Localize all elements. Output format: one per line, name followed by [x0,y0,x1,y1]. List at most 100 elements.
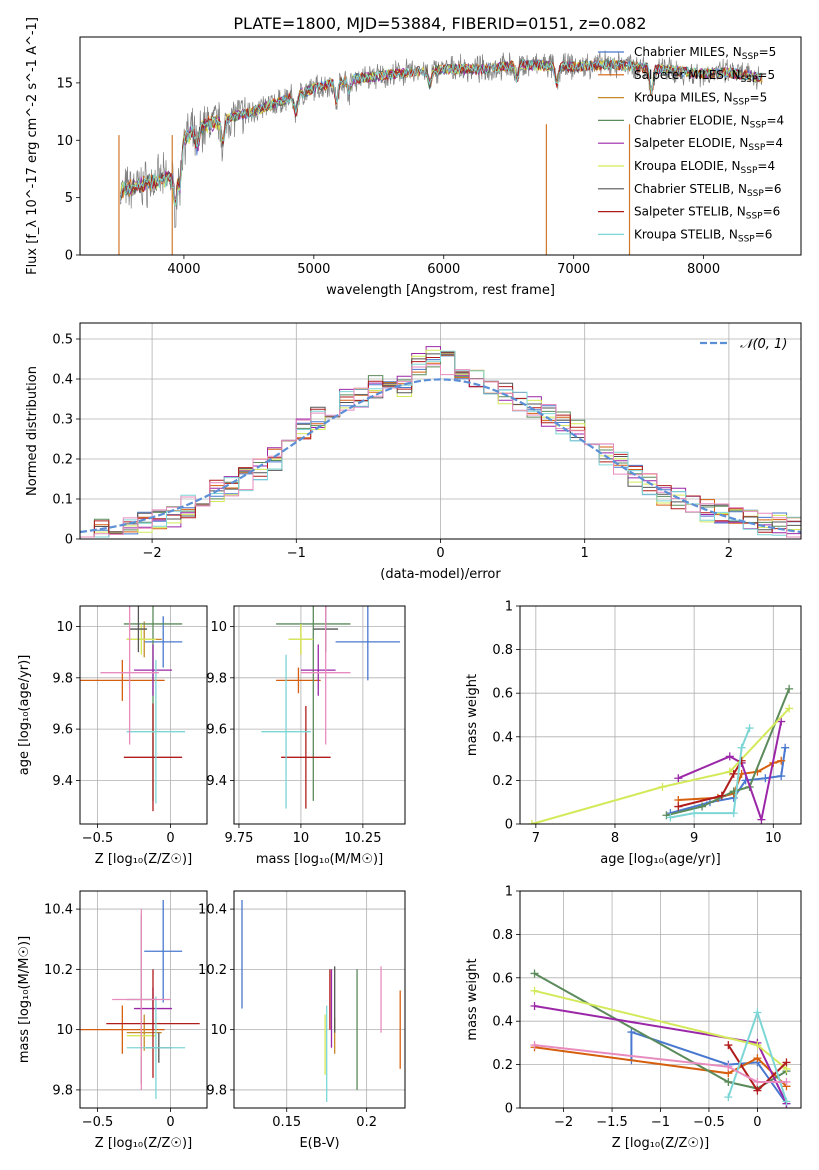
weight-point-marker [530,1041,539,1050]
legend-label-sub: SSP [746,212,763,222]
legend-label-main: Kroupa ELODIE, N [634,159,741,173]
legend-label-suffix: =6 [764,182,782,196]
age-vs-mass-axes: 9.75 10 10.25 9.4 9.6 9.8 10 mass [log₁₀(M/M☉)] [206,605,406,867]
weight-point-marker [724,1062,733,1071]
legend-label: Kroupa MILES, NSSP=5 [634,91,767,108]
x-axis-label: age [log₁₀(age/yr)] [600,852,721,867]
y-tick-label: 5 [65,191,73,206]
weight-point-marker [785,684,794,693]
legend-label-sub: SSP [747,189,764,199]
weight-point-marker [627,1028,636,1037]
legend-label: Salpeter MILES, NSSP=5 [634,68,775,85]
legend-label: Salpeter ELODIE, NSSP=4 [634,136,783,153]
y-tick-label: 0.6 [492,687,513,702]
y-tick-label: 0 [505,818,513,833]
x-axis-label: Z [log₁₀(Z/Z☉)] [95,852,192,867]
x-tick-label: −1 [287,546,306,561]
y-tick-label: 0.2 [52,453,73,468]
x-axis-label: wavelength [Angstrom, rest frame] [326,283,555,298]
x-tick-label: 9 [690,831,698,846]
weight-point-marker [753,1086,762,1095]
x-tick-label: 9.75 [224,831,253,846]
x-tick-label: 6000 [427,262,460,277]
y-tick-label: 0.4 [52,373,73,388]
weight-point-marker [745,724,754,733]
plot-frame [79,322,802,540]
y-tick-label: 10 [210,620,227,635]
x-axis-label: Z [log₁₀(Z/Z☉)] [95,1136,192,1151]
weight-point-marker [737,756,746,765]
weight-point-marker [777,756,786,765]
weight-series-line [531,707,790,824]
legend-label: Chabrier ELODIE, NSSP=4 [634,113,784,130]
legend-label-suffix: =5 [757,68,775,82]
x-tick-label: −1 [651,1115,670,1130]
weight-point-marker [782,1058,791,1067]
y-tick-label: 0 [65,533,73,548]
legend-label-sub: SSP [733,98,750,108]
weight-point-marker [777,717,786,726]
x-tick-label: 10 [765,831,782,846]
y-tick-label: 15 [56,76,73,91]
x-axis-label: (data-model)/error [380,567,501,582]
x-tick-label: −2 [554,1115,573,1130]
legend-label-main: Kroupa MILES, N [634,91,733,105]
x-axis-label: mass [log₁₀(M/M☉)] [256,852,383,867]
weight-point-marker [530,969,539,978]
age-vs-Z-axes: −0.5 0 9.4 9.6 9.8 10 Z [log₁₀(Z/Z☉)] age [log₁… [17,605,208,867]
x-tick-label: 10 [293,831,310,846]
y-tick-label: 9.8 [206,671,227,686]
y-tick-label: 0.1 [52,493,73,508]
y-axis-label: mass [log₁₀(M/M☉)] [17,936,32,1063]
legend-label: Salpeter STELIB, NSSP=6 [634,205,780,222]
legend-label-suffix: =4 [757,159,775,173]
weight-point-marker [698,802,707,811]
legend-label-main: Chabrier STELIB, N [634,182,747,196]
x-axis-label: Z [log₁₀(Z/Z☉)] [612,1136,709,1151]
x-tick-label: −0.5 [82,831,114,846]
x-tick-label: 0.15 [272,1115,301,1130]
y-tick-label: 10.4 [198,903,227,918]
y-tick-label: 9.4 [206,774,227,789]
legend-label-sub: SSP [748,143,765,153]
weight-point-marker [724,1093,733,1102]
weight-point-marker [717,791,726,800]
weight-series-line [534,972,788,1090]
legend-label: Kroupa ELODIE, NSSP=4 [634,159,775,176]
normal-curve-line [80,378,801,534]
y-axis-label: age [log₁₀(age/yr)] [17,655,32,776]
weight-point-marker [753,1077,762,1086]
y-tick-label: 10 [56,134,73,149]
y-tick-label: 0.3 [52,413,73,428]
weight-series-line [678,760,743,808]
spectrum-axes: 4000 5000 6000 7000 8000 0 5 10 15 wavelength [An… [25,17,802,298]
legend-label-main: Chabrier ELODIE, N [634,113,750,127]
x-tick-label: 0 [166,1115,174,1130]
figure-title: PLATE=1800, MJD=53884, FIBERID=0151, z=0… [233,14,646,33]
legend-label-sub: SSP [750,120,767,130]
model-spectrum-line [119,59,763,208]
weight-point-marker [690,809,699,818]
legend-label-suffix: =4 [765,136,783,150]
legend-label-suffix: =4 [766,113,784,127]
weight-point-marker [666,813,675,822]
x-tick-label: 0 [166,831,174,846]
legend-label: Chabrier STELIB, NSSP=6 [634,182,782,199]
legend-label-suffix: =5 [750,91,768,105]
plot-frame [79,890,208,1109]
plot-frame [79,36,802,256]
y-tick-label: 9.8 [52,671,73,686]
x-tick-label: 5000 [297,262,330,277]
y-tick-label: 0.8 [492,928,513,943]
weight-point-marker [530,1002,539,1011]
x-tick-label: 7000 [557,262,590,277]
model-spectrum-line [119,59,763,203]
x-tick-label: 0 [436,546,444,561]
weight-vs-age-axes: 7 8 9 10 0 0.2 0.4 0.6 0.8 1 age [log₁₀(age/yr)] ma… [465,600,802,867]
weight-point-marker [527,820,536,824]
weight-point-marker [674,774,683,783]
legend-label-suffix: =6 [763,205,781,219]
legend-label-main: Chabrier MILES, N [634,45,742,59]
x-axis-label: E(B-V) [299,1136,339,1151]
legend-label: Chabrier MILES, NSSP=5 [634,45,776,62]
